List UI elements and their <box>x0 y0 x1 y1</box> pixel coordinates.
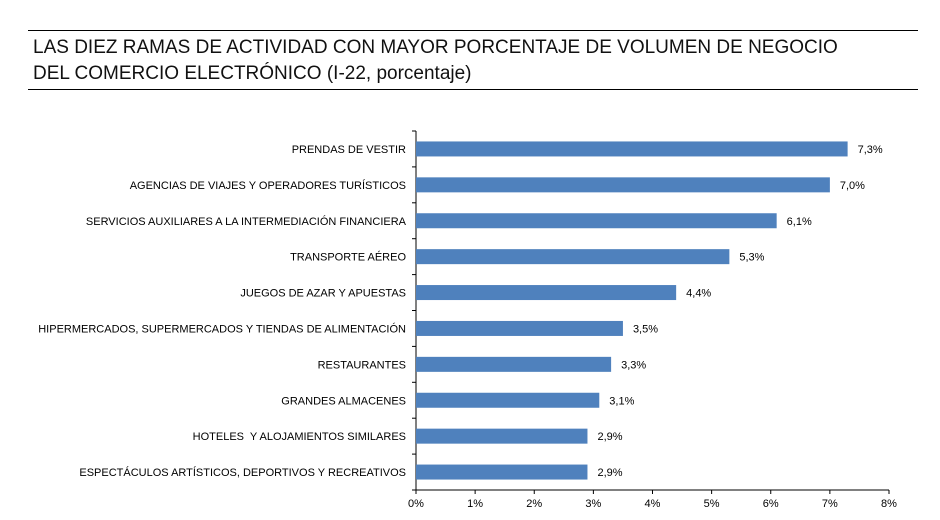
data-label: 7,0% <box>840 180 865 192</box>
data-label: 3,3% <box>621 359 646 371</box>
title-top-rule <box>28 30 918 31</box>
bar <box>416 464 588 480</box>
data-label: 7,3% <box>858 144 883 156</box>
data-label: 3,5% <box>633 323 658 335</box>
bar <box>416 177 830 193</box>
bar <box>416 356 612 372</box>
bar <box>416 213 777 229</box>
category-label: JUEGOS DE AZAR Y APUESTAS <box>240 288 406 300</box>
category-label: HIPERMERCADOS, SUPERMERCADOS Y TIENDAS D… <box>38 322 406 335</box>
x-tick-label: 5% <box>704 498 720 510</box>
data-label: 4,4% <box>686 288 711 300</box>
x-tick-label: 4% <box>645 498 661 510</box>
bar <box>416 392 600 408</box>
category-label: GRANDES ALMACENES <box>281 395 406 407</box>
x-tick-label: 3% <box>585 498 601 510</box>
chart-title: LAS DIEZ RAMAS DE ACTIVIDAD CON MAYOR PO… <box>33 35 923 87</box>
x-tick-label: 2% <box>526 498 542 510</box>
x-tick-label: 8% <box>881 498 897 510</box>
x-tick-label: 1% <box>467 498 483 510</box>
x-tick-label: 6% <box>763 498 779 510</box>
bar <box>416 428 588 444</box>
x-tick-label: 0% <box>408 498 424 510</box>
category-label: AGENCIAS DE VIAJES Y OPERADORES TURÍSTIC… <box>130 179 406 192</box>
data-label: 2,9% <box>597 467 622 479</box>
bar <box>416 141 848 157</box>
category-label: RESTAURANTES <box>318 359 406 371</box>
category-label: TRANSPORTE AÉREO <box>290 251 406 264</box>
category-label: PRENDAS DE VESTIR <box>292 144 406 156</box>
bar <box>416 249 730 265</box>
category-label: SERVICIOS AUXILIARES A LA INTERMEDIACIÓN… <box>86 215 407 228</box>
data-label: 3,1% <box>609 395 634 407</box>
data-label: 2,9% <box>597 431 622 443</box>
bar <box>416 285 677 301</box>
title-bottom-rule <box>28 89 918 90</box>
bar <box>416 320 623 336</box>
chart-title-line-2: DEL COMERCIO ELECTRÓNICO (I-22, porcenta… <box>33 63 472 84</box>
category-label: HOTELES Y ALOJAMIENTOS SIMILARES <box>193 431 406 443</box>
chart-title-line-1: LAS DIEZ RAMAS DE ACTIVIDAD CON MAYOR PO… <box>33 37 838 58</box>
data-label: 6,1% <box>787 216 812 228</box>
x-tick-label: 7% <box>822 498 838 510</box>
category-label: ESPECTÁCULOS ARTÍSTICOS, DEPORTIVOS Y RE… <box>79 466 406 479</box>
data-label: 5,3% <box>739 252 764 264</box>
